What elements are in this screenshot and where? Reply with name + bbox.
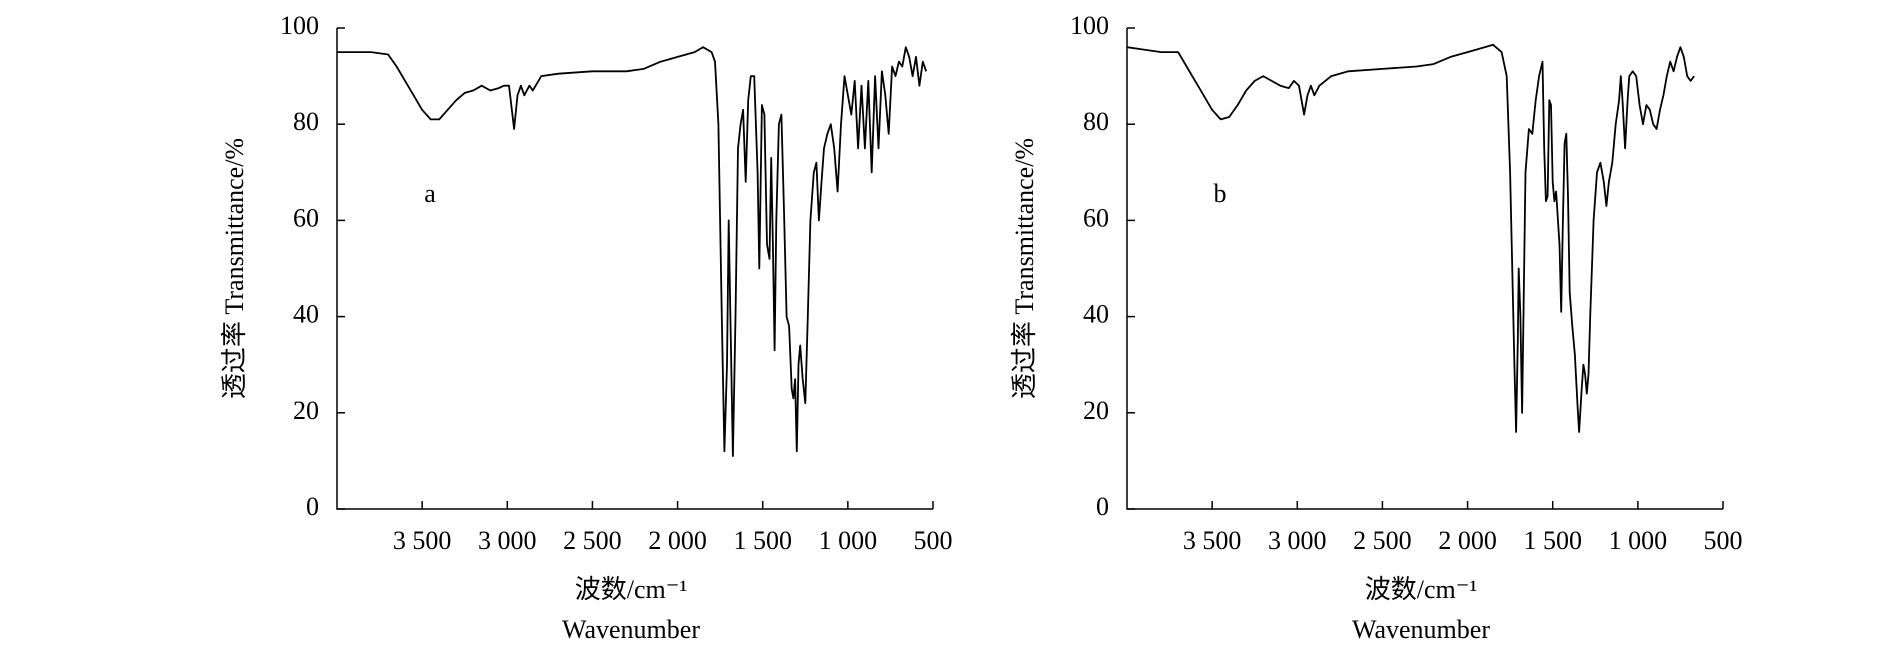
y-tick-label: 20 — [293, 396, 319, 425]
y-axis-label: 透过率 Transmittance/% — [220, 138, 249, 399]
y-tick-label: 20 — [1083, 396, 1109, 425]
annotation: b — [1214, 179, 1227, 208]
y-tick-label: 80 — [1083, 107, 1109, 136]
x-tick-label: 1 500 — [1523, 526, 1582, 555]
x-axis-label: Wavenumber — [1352, 615, 1490, 644]
x-axis-label: Wavenumber — [562, 615, 700, 644]
y-tick-label: 40 — [1083, 300, 1109, 329]
y-tick-label: 60 — [1083, 203, 1109, 232]
y-tick-label: 80 — [293, 107, 319, 136]
x-tick-label: 2 500 — [563, 526, 622, 555]
x-tick-label: 3 000 — [1268, 526, 1327, 555]
y-tick-label: 100 — [280, 11, 319, 40]
y-tick-label: 100 — [1070, 11, 1109, 40]
y-tick-label: 0 — [1096, 492, 1109, 521]
spectrum-line — [1126, 43, 1695, 433]
x-axis-label: 波数/cm⁻¹ — [1365, 575, 1478, 604]
spectrum-line — [337, 46, 928, 457]
x-tick-label: 1 000 — [1609, 526, 1668, 555]
y-axis-label: 透过率 Transmittance/% — [1010, 138, 1039, 399]
y-tick-label: 60 — [293, 203, 319, 232]
x-tick-label: 500 — [1704, 526, 1743, 555]
x-tick-label: 1 500 — [733, 526, 792, 555]
x-tick-label: 1 000 — [819, 526, 878, 555]
x-tick-label: 2 500 — [1353, 526, 1412, 555]
axes — [1126, 28, 1723, 510]
x-tick-label: 2 000 — [648, 526, 707, 555]
x-tick-label: 2 000 — [1438, 526, 1497, 555]
y-tick-label: 0 — [306, 492, 319, 521]
x-tick-label: 3 500 — [1183, 526, 1242, 555]
x-tick-label: 500 — [914, 526, 953, 555]
y-tick-label: 40 — [293, 300, 319, 329]
annotation: a — [424, 179, 436, 208]
x-tick-label: 3 000 — [478, 526, 537, 555]
x-tick-label: 3 500 — [393, 526, 452, 555]
x-axis-label: 波数/cm⁻¹ — [575, 575, 688, 604]
